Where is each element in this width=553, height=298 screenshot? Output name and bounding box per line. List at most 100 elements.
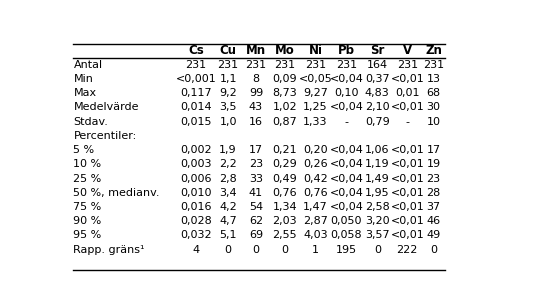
Text: <0,04: <0,04 — [330, 173, 363, 184]
Text: 1,33: 1,33 — [303, 117, 328, 127]
Text: 3,20: 3,20 — [365, 216, 389, 226]
Text: 0,09: 0,09 — [273, 74, 297, 84]
Text: 1,49: 1,49 — [365, 173, 390, 184]
Text: 1,1: 1,1 — [220, 74, 237, 84]
Text: 0,10: 0,10 — [334, 88, 359, 98]
Text: 2,2: 2,2 — [219, 159, 237, 169]
Text: 4: 4 — [192, 245, 200, 254]
Text: 0,032: 0,032 — [180, 230, 212, 240]
Text: 0,010: 0,010 — [180, 188, 212, 198]
Text: 231: 231 — [397, 60, 418, 70]
Text: 1,34: 1,34 — [273, 202, 297, 212]
Text: 231: 231 — [217, 60, 239, 70]
Text: 0,87: 0,87 — [272, 117, 297, 127]
Text: 5 %: 5 % — [74, 145, 95, 155]
Text: 0: 0 — [374, 245, 381, 254]
Text: 1,25: 1,25 — [303, 103, 328, 112]
Text: 95 %: 95 % — [74, 230, 102, 240]
Text: 0: 0 — [253, 245, 259, 254]
Text: 1,19: 1,19 — [365, 159, 389, 169]
Text: 231: 231 — [305, 60, 326, 70]
Text: Ni: Ni — [309, 44, 322, 57]
Text: 4,2: 4,2 — [219, 202, 237, 212]
Text: 37: 37 — [426, 202, 441, 212]
Text: 9,2: 9,2 — [219, 88, 237, 98]
Text: 25 %: 25 % — [74, 173, 102, 184]
Text: 99: 99 — [249, 88, 263, 98]
Text: 231: 231 — [336, 60, 357, 70]
Text: 1,95: 1,95 — [365, 188, 389, 198]
Text: <0,01: <0,01 — [390, 74, 424, 84]
Text: 41: 41 — [249, 188, 263, 198]
Text: Cu: Cu — [220, 44, 237, 57]
Text: 0,26: 0,26 — [303, 159, 328, 169]
Text: 28: 28 — [426, 188, 441, 198]
Text: 69: 69 — [249, 230, 263, 240]
Text: 2,10: 2,10 — [365, 103, 389, 112]
Text: 30: 30 — [426, 103, 441, 112]
Text: 4,03: 4,03 — [303, 230, 328, 240]
Text: 0,37: 0,37 — [365, 74, 389, 84]
Text: 19: 19 — [426, 159, 441, 169]
Text: <0,04: <0,04 — [330, 103, 363, 112]
Text: 0,058: 0,058 — [331, 230, 362, 240]
Text: <0,01: <0,01 — [390, 145, 424, 155]
Text: 17: 17 — [249, 145, 263, 155]
Text: 0,016: 0,016 — [180, 202, 212, 212]
Text: 9,27: 9,27 — [303, 88, 328, 98]
Text: 0,79: 0,79 — [365, 117, 390, 127]
Text: 0,015: 0,015 — [180, 117, 212, 127]
Text: <0,01: <0,01 — [390, 188, 424, 198]
Text: 0,01: 0,01 — [395, 88, 420, 98]
Text: 90 %: 90 % — [74, 216, 102, 226]
Text: 8,73: 8,73 — [272, 88, 297, 98]
Text: <0,01: <0,01 — [390, 216, 424, 226]
Text: 54: 54 — [249, 202, 263, 212]
Text: 5,1: 5,1 — [220, 230, 237, 240]
Text: <0,04: <0,04 — [330, 188, 363, 198]
Text: 0,49: 0,49 — [272, 173, 297, 184]
Text: 4,83: 4,83 — [365, 88, 390, 98]
Text: 23: 23 — [249, 159, 263, 169]
Text: 4,7: 4,7 — [219, 216, 237, 226]
Text: 1,47: 1,47 — [303, 202, 328, 212]
Text: Pb: Pb — [338, 44, 355, 57]
Text: <0,01: <0,01 — [390, 103, 424, 112]
Text: 10 %: 10 % — [74, 159, 102, 169]
Text: Zn: Zn — [425, 44, 442, 57]
Text: 0,20: 0,20 — [303, 145, 328, 155]
Text: <0,001: <0,001 — [176, 74, 216, 84]
Text: 222: 222 — [397, 245, 418, 254]
Text: Percentiler:: Percentiler: — [74, 131, 137, 141]
Text: 2,03: 2,03 — [273, 216, 297, 226]
Text: <0,01: <0,01 — [390, 230, 424, 240]
Text: 75 %: 75 % — [74, 202, 102, 212]
Text: 164: 164 — [367, 60, 388, 70]
Text: Antal: Antal — [74, 60, 102, 70]
Text: V: V — [403, 44, 412, 57]
Text: 0,117: 0,117 — [180, 88, 212, 98]
Text: 2,8: 2,8 — [219, 173, 237, 184]
Text: Mo: Mo — [275, 44, 295, 57]
Text: 0,76: 0,76 — [273, 188, 297, 198]
Text: 62: 62 — [249, 216, 263, 226]
Text: Max: Max — [74, 88, 97, 98]
Text: <0,01: <0,01 — [390, 173, 424, 184]
Text: 13: 13 — [426, 74, 441, 84]
Text: 50 %, medianv.: 50 %, medianv. — [74, 188, 160, 198]
Text: 33: 33 — [249, 173, 263, 184]
Text: 8: 8 — [252, 74, 259, 84]
Text: 0,29: 0,29 — [272, 159, 297, 169]
Text: 16: 16 — [249, 117, 263, 127]
Text: 0,050: 0,050 — [331, 216, 362, 226]
Text: 0,002: 0,002 — [180, 145, 212, 155]
Text: 1,02: 1,02 — [273, 103, 297, 112]
Text: 1,0: 1,0 — [220, 117, 237, 127]
Text: 231: 231 — [246, 60, 267, 70]
Text: <0,01: <0,01 — [390, 159, 424, 169]
Text: 0: 0 — [225, 245, 232, 254]
Text: 231: 231 — [423, 60, 444, 70]
Text: 0,42: 0,42 — [303, 173, 328, 184]
Text: 3,57: 3,57 — [365, 230, 389, 240]
Text: -: - — [405, 117, 409, 127]
